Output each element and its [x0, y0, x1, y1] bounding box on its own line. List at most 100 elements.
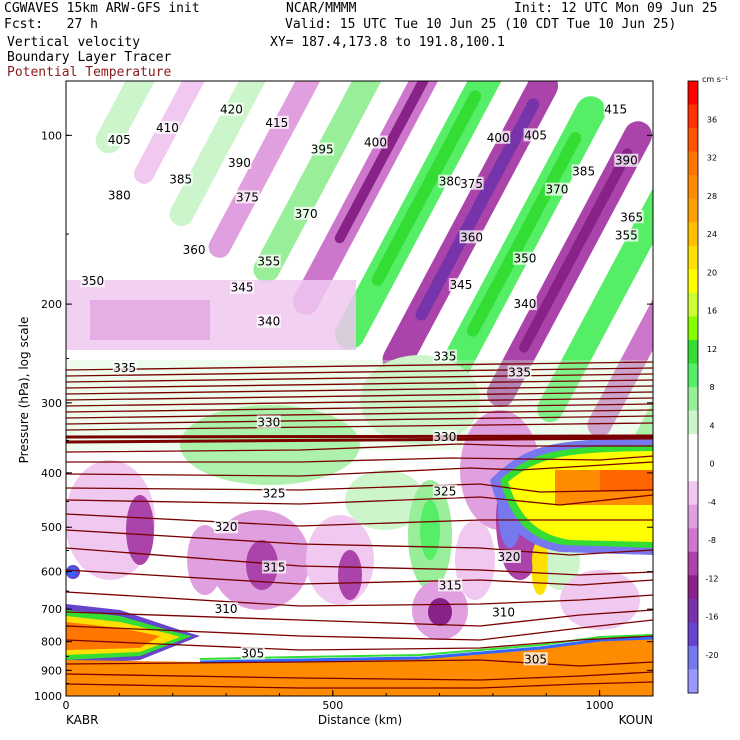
colorbar-swatch — [688, 551, 698, 576]
colorbar-swatch — [688, 645, 698, 670]
colorbar-swatch — [688, 575, 698, 600]
colorbar-tick-label: -8 — [708, 536, 716, 545]
theta-label-bg — [603, 102, 628, 116]
field-potential-temperature: Potential Temperature — [7, 65, 172, 80]
y-tick-label: 200 — [41, 298, 62, 311]
theta-label: 415 — [265, 116, 288, 130]
y-tick-label: 1000 — [34, 690, 62, 703]
theta-label-bg — [448, 278, 473, 292]
y-tick-label: 700 — [41, 603, 62, 616]
colorbar-frame — [687, 80, 699, 694]
theta-label-bg — [619, 210, 644, 224]
theta-label-bg — [310, 142, 335, 156]
x-tick-label: 1000 — [586, 699, 614, 712]
theta-label: 420 — [220, 103, 243, 117]
colorbar-swatch — [688, 622, 698, 647]
theta-label: 355 — [615, 229, 638, 243]
theta-label-bg — [544, 182, 569, 196]
cross-section-xy: XY= 187.4,173.8 to 191.8,100.1 — [270, 35, 505, 50]
colorbar-tick-label: 36 — [707, 115, 717, 124]
theta-label: 350 — [513, 252, 536, 266]
theta-label-bg — [486, 130, 511, 144]
field-boundary-layer-tracer: Boundary Layer Tracer — [7, 50, 172, 65]
colorbar-swatch — [688, 198, 698, 223]
theta-label: 390 — [228, 156, 251, 170]
colorbar-tick-label: 28 — [707, 192, 717, 201]
theta-label-bg — [262, 486, 287, 500]
theta-label: 400 — [487, 131, 510, 145]
theta-label: 305 — [524, 652, 547, 666]
theta-label-bg — [262, 560, 287, 574]
theta-label-bg — [614, 153, 639, 167]
theta-label-bg — [256, 415, 281, 429]
colorbar-swatch — [688, 434, 698, 459]
theta-label-bg — [230, 280, 255, 294]
init-time: Init: 12 UTC Mon 09 Jun 25 — [514, 1, 718, 16]
theta-label: 360 — [460, 230, 483, 244]
theta-label-bg — [571, 164, 596, 178]
theta-label: 335 — [113, 361, 136, 375]
theta-label-bg — [219, 102, 244, 116]
theta-label: 405 — [108, 133, 131, 147]
theta-label-bg — [432, 484, 457, 498]
colorbar-swatch — [688, 363, 698, 388]
x-tick-label: 500 — [322, 699, 343, 712]
theta-label-bg — [614, 228, 639, 242]
theta-label-bg — [438, 174, 463, 188]
colorbar-tick-label: 4 — [709, 421, 714, 430]
colorbar-swatch — [688, 598, 698, 623]
theta-label-bg — [214, 602, 239, 616]
theta-label-bg — [240, 646, 265, 660]
plot-area: 420 415 415 410 405 405 400 400 395 390 390 385 385 3… — [66, 81, 653, 696]
theta-label-bg — [491, 605, 516, 619]
colorbar-swatch — [688, 81, 698, 106]
theta-label-bg — [107, 188, 132, 202]
theta-label: 340 — [257, 315, 280, 329]
colorbar-tick-label: 24 — [707, 230, 717, 239]
theta-label: 415 — [604, 103, 627, 117]
y-tick-label: 900 — [41, 664, 62, 677]
theta-label-bg — [459, 230, 484, 244]
y-tick-label: 400 — [41, 467, 62, 480]
theta-label-bg — [235, 190, 260, 204]
theta-label-bg — [256, 314, 281, 328]
theta-label: 375 — [236, 190, 259, 204]
theta-label: 360 — [183, 243, 206, 257]
theta-label-bg — [512, 297, 537, 311]
theta-label-layer: 420 415 415 410 405 405 400 400 395 390 390 385 385 3… — [80, 102, 644, 666]
theta-label: 410 — [156, 121, 179, 135]
colorbar-tick-label: 16 — [707, 307, 717, 316]
colorbar-swatch — [688, 387, 698, 412]
theta-label-bg — [168, 172, 193, 186]
theta-label-bg — [155, 120, 180, 134]
theta-label: 325 — [433, 485, 456, 499]
theta-label: 310 — [492, 606, 515, 620]
theta-label: 390 — [615, 154, 638, 168]
theta-label: 355 — [257, 255, 280, 269]
theta-label-bg — [496, 549, 521, 563]
y-tick-label: 100 — [41, 129, 62, 142]
theta-label-bg — [459, 176, 484, 190]
colorbar-swatch — [688, 316, 698, 341]
theta-label: 380 — [108, 188, 131, 202]
colorbar-tick-label: -16 — [705, 613, 718, 622]
colorbar-swatch — [688, 245, 698, 270]
theta-label: 315 — [439, 578, 462, 592]
valid-time: Valid: 15 UTC Tue 10 Jun 25 (10 CDT Tue … — [285, 17, 677, 32]
theta-label-bg — [107, 133, 132, 147]
model-title: CGWAVES 15km ARW-GFS init — [4, 1, 200, 16]
y-axis: 100 200 300 400 500 600 700 800 900 1000 — [34, 129, 653, 703]
theta-label-bg — [507, 365, 532, 379]
boundary-layer — [66, 438, 653, 696]
plot-frame — [65, 80, 654, 697]
colorbar-swatch — [688, 151, 698, 176]
theta-label: 370 — [545, 183, 568, 197]
colorbar-swatch — [688, 504, 698, 529]
colorbar-tick-label: -12 — [705, 574, 718, 583]
theta-label-bg — [363, 135, 388, 149]
colorbar-tick-label: 8 — [709, 383, 714, 392]
theta-label: 385 — [572, 164, 595, 178]
theta-label-bg — [256, 254, 281, 268]
x-endpoint-left: KABR — [66, 713, 98, 727]
